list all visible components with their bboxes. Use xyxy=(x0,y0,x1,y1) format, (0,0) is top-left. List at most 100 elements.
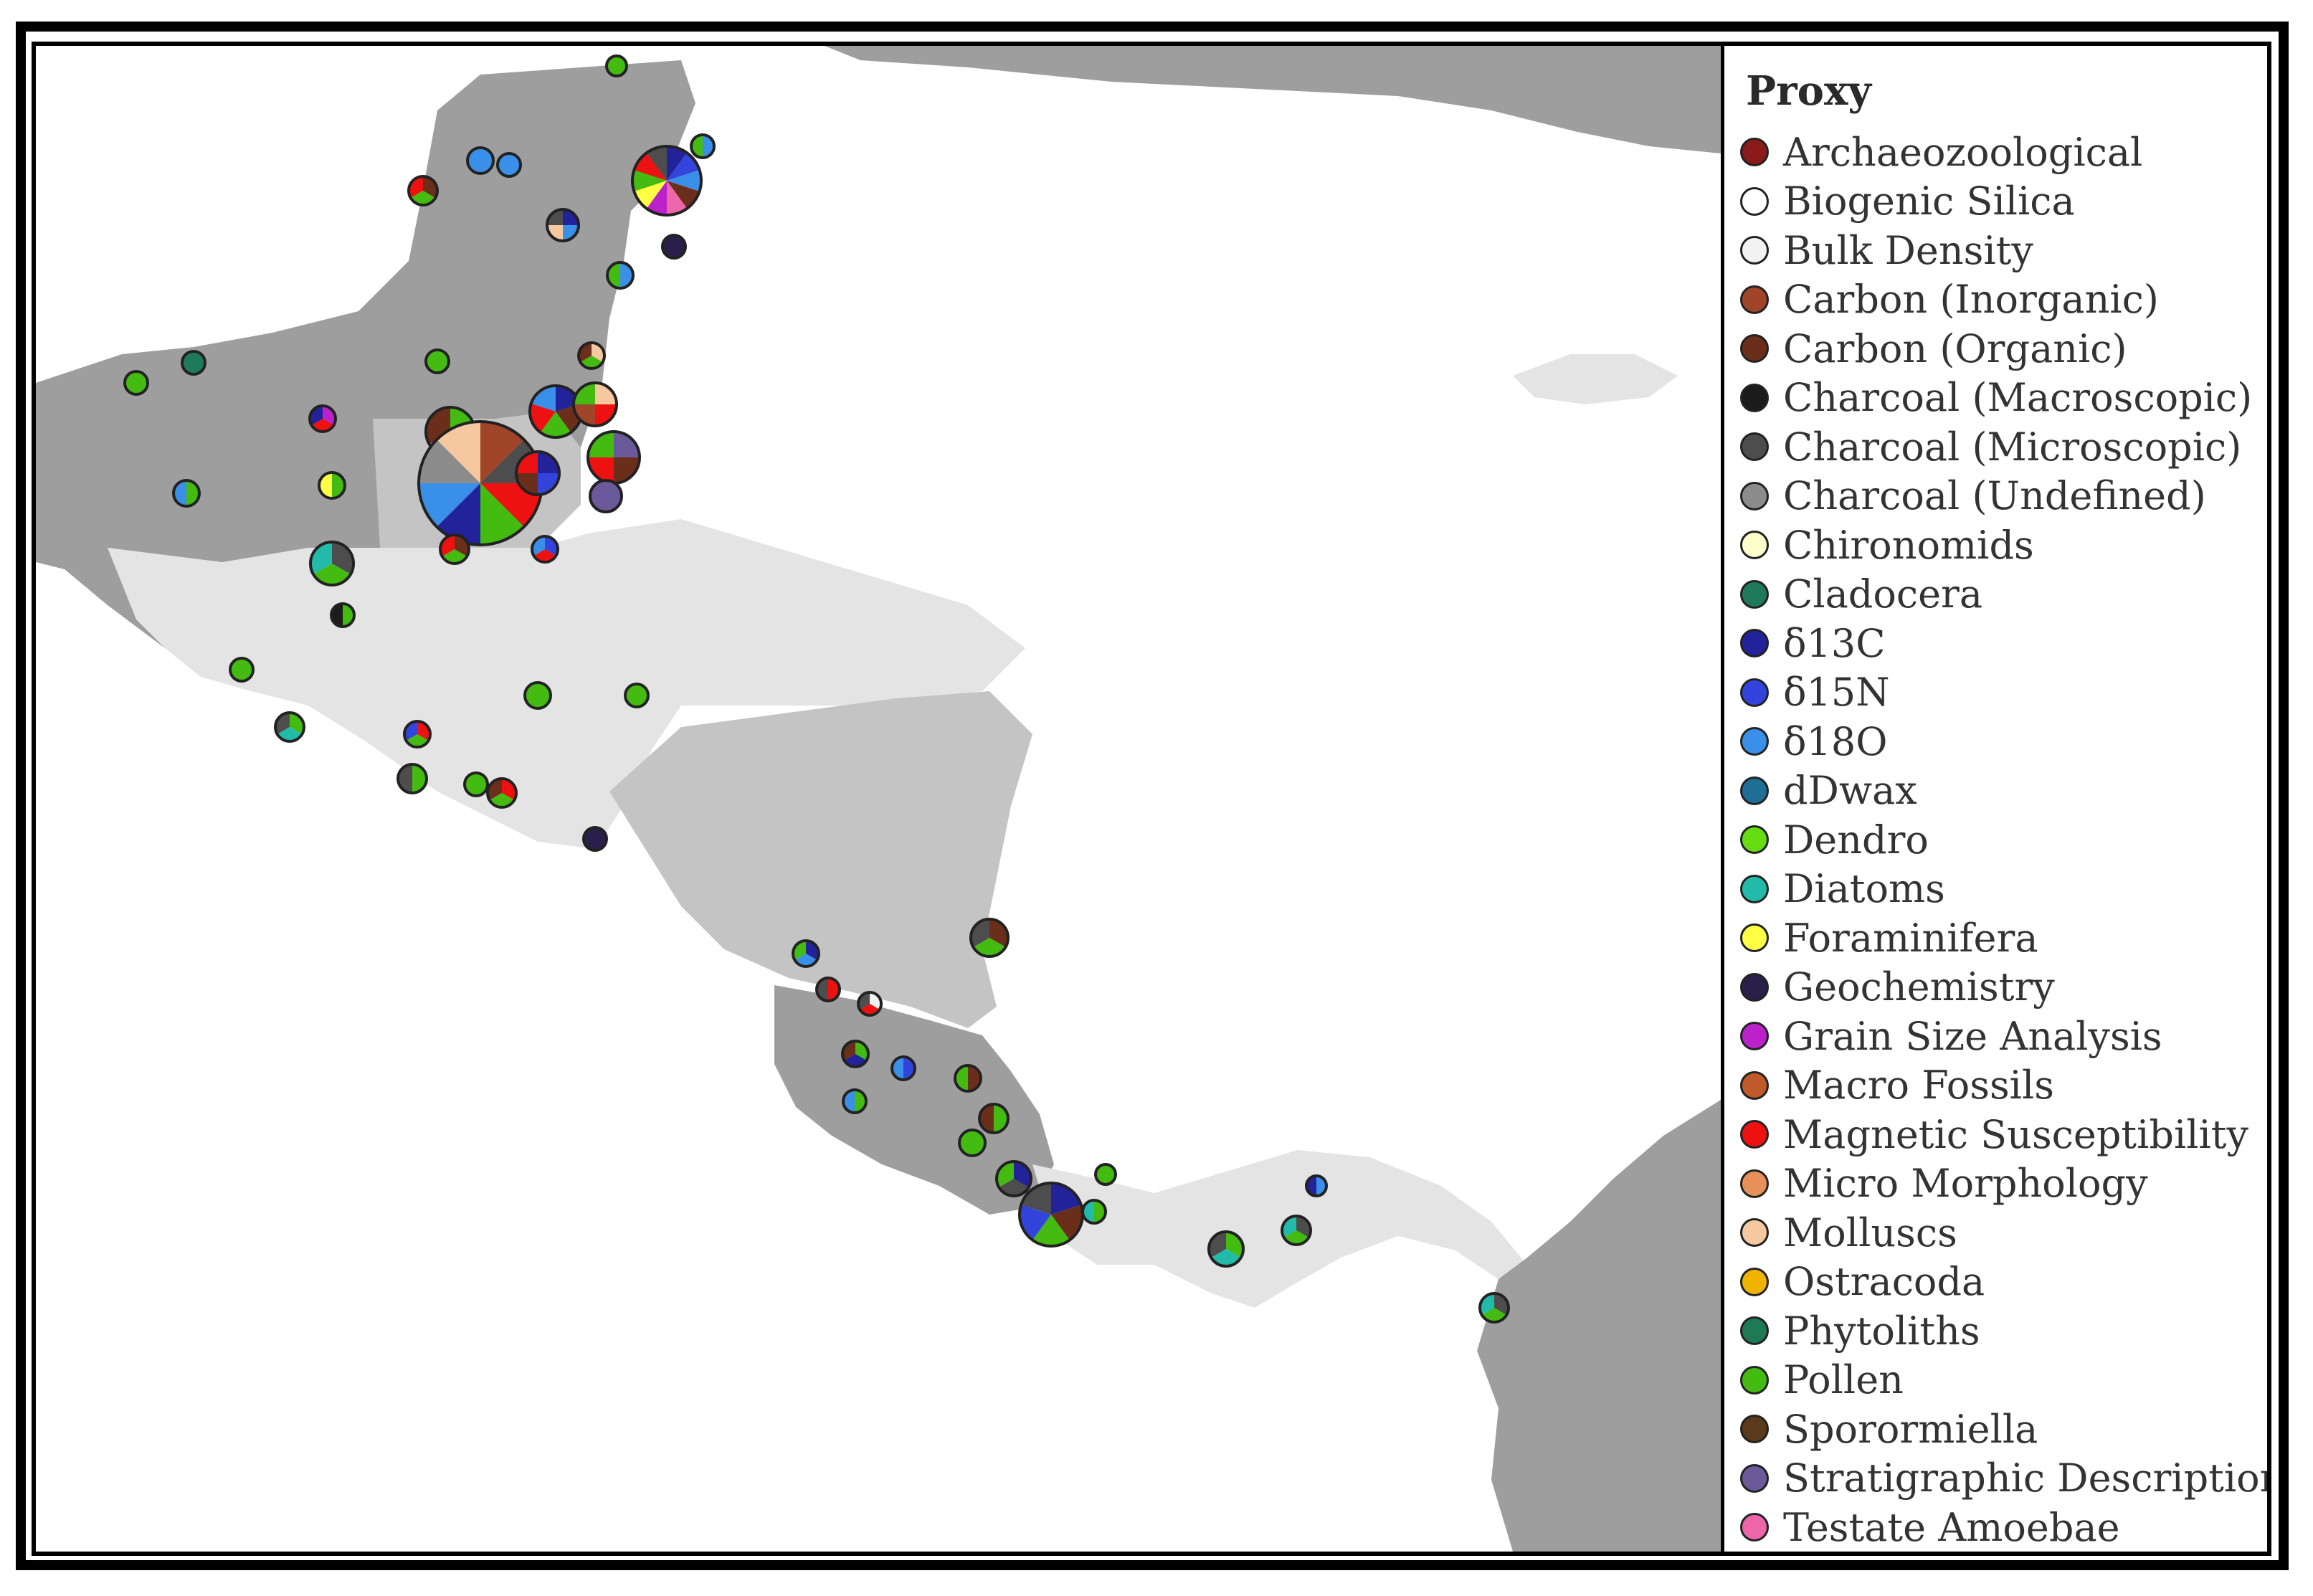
site-pie-marker[interactable] xyxy=(624,683,650,708)
site-pie-marker[interactable] xyxy=(572,381,618,427)
legend-swatch xyxy=(1740,629,1769,658)
legend-label: Foraminifera xyxy=(1783,915,2038,961)
marker-outline xyxy=(815,977,841,1002)
site-pie-marker[interactable] xyxy=(995,1160,1032,1197)
marker-outline xyxy=(1478,1292,1510,1324)
marker-outline xyxy=(995,1160,1032,1197)
pie-slice xyxy=(540,412,571,438)
legend-swatch xyxy=(1740,236,1769,265)
site-pie-marker[interactable] xyxy=(274,711,305,743)
marker-outline xyxy=(407,175,439,206)
site-pie-marker[interactable] xyxy=(890,1055,916,1081)
site-pie-marker[interactable] xyxy=(978,1103,1010,1134)
site-pie-marker[interactable] xyxy=(841,1040,870,1068)
legend-label: Dendro xyxy=(1783,817,1929,863)
legend-item: Ostracoda xyxy=(1740,1258,2267,1307)
site-pie-marker[interactable] xyxy=(546,208,580,242)
site-pie-marker[interactable] xyxy=(396,763,428,794)
site-pie-marker[interactable] xyxy=(1478,1292,1510,1324)
site-pie-marker[interactable] xyxy=(969,918,1010,958)
marker-outline xyxy=(857,991,883,1017)
legend-swatch xyxy=(1740,825,1769,855)
site-pie-marker[interactable] xyxy=(523,681,552,710)
map-figure: Proxy Archaeozoological Biogenic Silica Bu… xyxy=(32,42,2271,1556)
site-pie-marker[interactable] xyxy=(857,991,883,1017)
site-pie-marker[interactable] xyxy=(1305,1174,1328,1197)
marker-outline xyxy=(330,602,356,628)
marker-outline xyxy=(792,939,820,968)
legend-label: Charcoal (Macroscopic) xyxy=(1783,375,2253,421)
pie-slice xyxy=(1021,1183,1051,1215)
site-pie-marker[interactable] xyxy=(1207,1230,1245,1268)
site-pie-marker[interactable] xyxy=(486,777,518,809)
legend-item: Stratigraphic Description xyxy=(1740,1454,2267,1504)
site-pie-marker[interactable] xyxy=(606,261,635,290)
pie-slice xyxy=(574,383,595,404)
marker-outline xyxy=(582,826,608,852)
legend-item: Chironomids xyxy=(1740,521,2267,570)
site-pie-marker[interactable] xyxy=(403,720,432,749)
site-pie-marker[interactable] xyxy=(1094,1163,1117,1186)
site-pie-marker[interactable] xyxy=(1281,1215,1312,1246)
site-pie-marker[interactable] xyxy=(318,471,346,500)
pie-slice xyxy=(125,371,148,394)
legend-item: Charcoal (Undefined) xyxy=(1740,472,2267,521)
legend-item: Archaeozoological xyxy=(1740,128,2267,177)
site-pie-marker[interactable] xyxy=(1081,1199,1107,1225)
site-pie-marker[interactable] xyxy=(123,370,149,396)
site-pie-marker[interactable] xyxy=(229,657,255,683)
site-pie-marker[interactable] xyxy=(439,533,470,565)
pie-slice xyxy=(230,658,253,681)
site-pie-marker[interactable] xyxy=(589,479,623,513)
site-pie-marker[interactable] xyxy=(531,535,559,564)
pie-slice xyxy=(607,56,627,76)
legend-item: Sporormiella xyxy=(1740,1405,2267,1454)
legend-swatch xyxy=(1740,972,1769,1002)
site-pie-marker[interactable] xyxy=(515,450,561,496)
legend-label: Molluscs xyxy=(1783,1210,1957,1255)
marker-outline xyxy=(181,350,206,376)
site-pie-marker[interactable] xyxy=(605,54,628,77)
site-pie-marker[interactable] xyxy=(330,602,356,628)
pie-slice xyxy=(844,1054,867,1068)
site-pie-marker[interactable] xyxy=(181,350,206,376)
pie-slice xyxy=(498,153,521,176)
site-pie-marker[interactable] xyxy=(631,145,703,217)
site-pie-marker[interactable] xyxy=(309,541,355,586)
site-pie-marker[interactable] xyxy=(582,826,608,852)
site-pie-marker[interactable] xyxy=(661,234,687,260)
site-pie-marker[interactable] xyxy=(690,133,716,159)
map-canvas[interactable] xyxy=(36,46,1721,1552)
site-pie-marker[interactable] xyxy=(842,1088,868,1114)
pie-slice xyxy=(406,734,429,747)
legend-label: Testate Amoebae xyxy=(1783,1504,2120,1550)
legend-label: Micro Morphology xyxy=(1783,1161,2148,1207)
site-pie-marker[interactable] xyxy=(792,939,820,968)
pie-slice xyxy=(538,473,559,495)
pie-slice xyxy=(590,480,622,512)
pie-slice xyxy=(580,356,603,369)
site-pie-marker[interactable] xyxy=(172,479,201,508)
legend-item: Dendro xyxy=(1740,815,2267,865)
legend-swatch xyxy=(1740,678,1769,707)
site-pie-marker[interactable] xyxy=(1018,1182,1084,1248)
site-pie-marker[interactable] xyxy=(496,152,522,178)
site-pie-marker[interactable] xyxy=(815,977,841,1002)
legend-swatch xyxy=(1740,383,1769,412)
marker-outline xyxy=(424,348,450,374)
site-pie-marker[interactable] xyxy=(954,1064,982,1093)
land-jamaica xyxy=(1513,354,1678,404)
site-pie-marker[interactable] xyxy=(407,175,439,206)
site-pie-marker[interactable] xyxy=(466,146,495,175)
legend-item: δ15N xyxy=(1740,668,2267,718)
site-pie-marker[interactable] xyxy=(463,771,489,797)
pie-slice xyxy=(531,386,556,412)
legend-label: Biogenic Silica xyxy=(1783,179,2075,224)
site-pie-marker[interactable] xyxy=(308,404,337,433)
marker-outline xyxy=(890,1055,916,1081)
legend-item: Bulk Density xyxy=(1740,226,2267,275)
site-pie-marker[interactable] xyxy=(586,430,641,485)
site-pie-marker[interactable] xyxy=(424,348,450,374)
site-pie-marker[interactable] xyxy=(958,1129,987,1157)
site-pie-marker[interactable] xyxy=(577,341,606,370)
